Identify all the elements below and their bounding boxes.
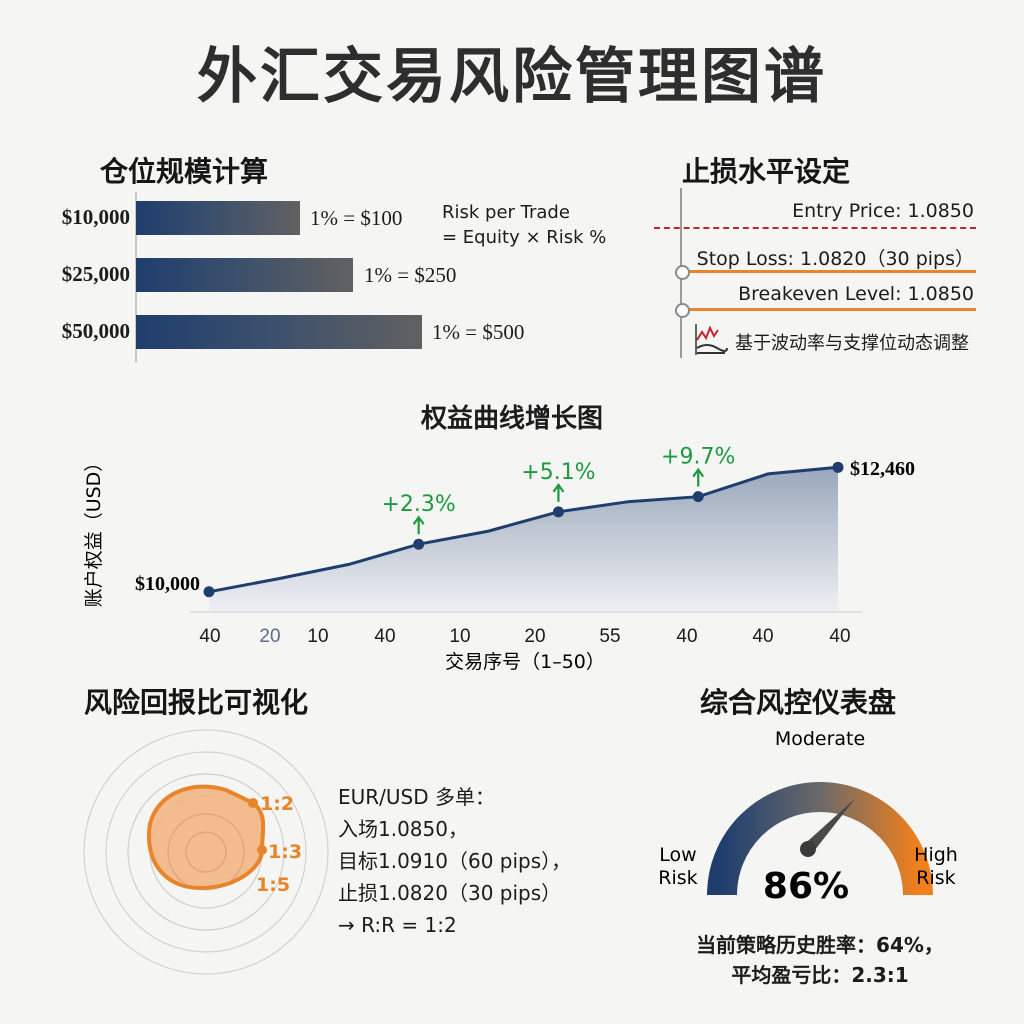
position-bar (136, 258, 353, 292)
entry-price-line (654, 227, 976, 229)
account-label: $10,000 (61, 205, 130, 229)
formula-line: Risk per Trade (442, 202, 570, 223)
gauge-label-moderate: Moderate (775, 728, 865, 750)
ratio-point (248, 798, 258, 808)
risk-formula: Risk per Trade = Equity × Risk % (442, 200, 606, 250)
ratio-label: 1:5 (256, 874, 290, 896)
stop-loss-title: 止损水平设定 (682, 155, 851, 188)
equity-point (832, 461, 844, 473)
position-bar (136, 201, 300, 235)
stop-loss-marker (675, 265, 690, 280)
trade-example-line: 目标1.0910（60 pips）， (338, 849, 572, 873)
risk-reward-radar: 1:2 1:3 1:5 (83, 729, 329, 975)
x-tick-label: 10 (307, 626, 328, 647)
gauge-arc (707, 782, 933, 896)
stop-loss-line (684, 270, 976, 273)
breakeven-marker (675, 303, 690, 318)
volatility-icon (695, 324, 728, 355)
x-tick-label: 40 (374, 626, 395, 647)
gain-arrow (692, 467, 705, 487)
radar-ring (105, 751, 307, 953)
equity-chart-title: 权益曲线增长图 (420, 404, 603, 434)
radar-ring (167, 813, 245, 891)
x-tick-label: 40 (199, 626, 220, 647)
gauge-caption: 当前策略历史胜率：64%， 平均盈亏比：2.3:1 (620, 930, 1020, 990)
radar-ring (127, 773, 285, 931)
equity-point (692, 491, 704, 503)
position-bar (136, 315, 422, 349)
x-tick-label: 55 (599, 626, 620, 647)
trade-example: EUR/USD 多单： 入场1.0850， 目标1.0910（60 pips），… (338, 781, 571, 941)
radar-ring (185, 831, 227, 873)
end-value-label: $12,460 (850, 458, 915, 480)
x-tick-label: 40 (676, 626, 697, 647)
gauge-title: 综合风控仪表盘 (700, 686, 897, 719)
gain-arrow (552, 482, 565, 502)
trade-example-line: EUR/USD 多单： (338, 785, 496, 809)
stop-loss-note: 基于波动率与支撑位动态调整 (735, 333, 969, 354)
gauge-caption-line: 平均盈亏比：2.3:1 (731, 963, 909, 987)
ratio-label: 1:2 (260, 793, 294, 815)
gain-arrow (412, 515, 425, 535)
start-value-label: $10,000 (135, 573, 200, 595)
equity-point (413, 538, 425, 550)
breakeven-label: Breakeven Level: 1.0850 (738, 283, 974, 305)
account-label: $25,000 (61, 262, 130, 286)
x-tick-label: 20 (259, 626, 280, 647)
equity-area (209, 467, 838, 612)
stop-loss-label: Stop Loss: 1.0820（30 pips） (696, 248, 974, 270)
ratio-label: 1:3 (268, 841, 302, 863)
trade-example-line: → R:R = 1:2 (338, 913, 457, 937)
gauge-caption-line: 当前策略历史胜率：64%， (696, 933, 944, 957)
risk-label: 1% = $500 (432, 320, 525, 344)
radar-ring (83, 729, 329, 975)
entry-price-label: Entry Price: 1.0850 (792, 200, 974, 222)
risk-label: 1% = $100 (310, 206, 403, 230)
gauge-label-low: Low Risk (658, 844, 697, 889)
account-label: $50,000 (61, 319, 130, 343)
equity-line (208, 465, 839, 594)
x-tick-label: 20 (524, 626, 545, 647)
x-axis-label: 交易序号（1–50） (445, 651, 605, 673)
formula-line: = Equity × Risk % (442, 227, 607, 248)
risk-label: 1% = $250 (364, 263, 457, 287)
gauge-hub (800, 841, 816, 857)
equity-curve-chart: 账户权益（USD） 交易序号（1–50） $10,000 $12,460 +2.… (83, 445, 915, 673)
x-tick-label: 40 (752, 626, 773, 647)
x-tick-label: 10 (449, 626, 470, 647)
risk-reward-title: 风险回报比可视化 (84, 686, 309, 719)
page-title: 外汇交易风险管理图谱 (197, 42, 827, 112)
breakeven-line (684, 308, 976, 311)
equity-point (552, 506, 564, 518)
gauge-label-high: High Risk (914, 844, 958, 889)
risk-reward-shape (147, 784, 266, 891)
y-axis-label: 账户权益（USD） (83, 453, 105, 608)
gain-annotation: +9.7% (661, 445, 735, 470)
trade-example-line: 止损1.0820（30 pips） (338, 881, 562, 905)
ratio-point (257, 845, 267, 855)
risk-gauge: Moderate Low Risk High Risk 86% (658, 728, 958, 907)
x-tick-label: 40 (829, 626, 850, 647)
gain-annotation: +2.3% (382, 492, 456, 517)
gauge-value: 86% (763, 866, 849, 907)
trade-example-line: 入场1.0850， (338, 817, 468, 841)
equity-point (203, 586, 215, 598)
gauge-needle (803, 797, 856, 854)
gain-annotation: +5.1% (521, 460, 595, 485)
position-sizing-title: 仓位规模计算 (100, 155, 269, 188)
